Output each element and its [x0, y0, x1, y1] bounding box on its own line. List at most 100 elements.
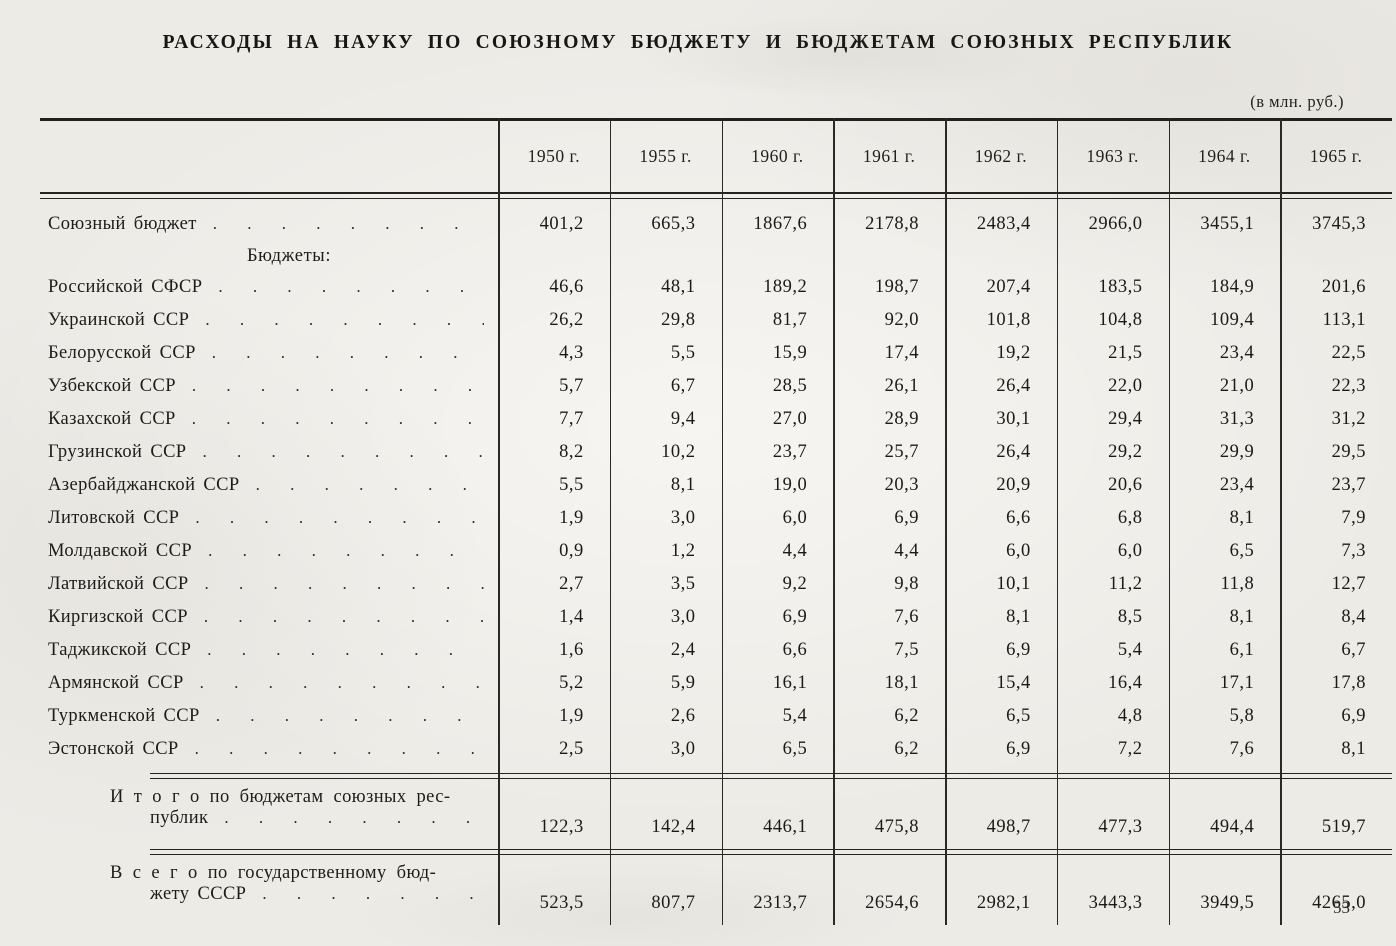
- value-cell: 6,7: [1341, 640, 1366, 660]
- column-separator-line: [721, 118, 724, 925]
- column-separator-line: [833, 118, 835, 925]
- total-label-cell: В с е г о по государственному бюд-жету С…: [40, 855, 498, 925]
- value-cell: 20,9: [996, 475, 1031, 495]
- row-label: Молдавской ССР: [48, 541, 193, 561]
- value-cell: 198,7: [874, 277, 919, 297]
- dot-leader: [205, 310, 484, 331]
- value-cell: 2,6: [670, 706, 696, 726]
- value-cell: 109,4: [1210, 310, 1255, 330]
- value-cell: 28,5: [772, 376, 808, 396]
- value-cell: 1,9: [559, 706, 584, 726]
- row-label: Украинской ССР: [48, 310, 190, 330]
- value-cell: 8,4: [1341, 607, 1366, 627]
- value-cell: 8,1: [1229, 607, 1255, 627]
- total-label-line2: публик: [110, 808, 498, 829]
- dot-leader: [262, 884, 484, 905]
- year-header-cell: 1961 г.: [862, 146, 916, 166]
- row-label-cell: Узбекской ССР: [40, 376, 498, 397]
- row-label-cell: Литовской ССР: [40, 508, 498, 529]
- row-label-cell: Киргизской ССР: [40, 607, 498, 628]
- value-cell: 5,8: [1229, 706, 1255, 726]
- value-cell: 30,1: [996, 409, 1031, 429]
- table-row: Киргизской ССР 1,4 3,0 6,9 7,6 8,1 8,5 8,1 8,4: [40, 601, 1392, 634]
- column-separator-line: [1168, 118, 1171, 925]
- table-row: Казахской ССР 7,7 9,4 27,0 28,9 30,1 29,4 31,3 3…: [40, 403, 1392, 436]
- value-cell: 4,8: [1117, 706, 1143, 726]
- year-header-cell: 1960 г.: [751, 146, 804, 166]
- row-label: Литовской ССР: [48, 508, 180, 528]
- row-label: Латвийской ССР: [48, 574, 189, 594]
- grand-total-separator-rule: [150, 849, 1392, 855]
- value-cell: 16,1: [772, 673, 808, 693]
- value-cell: 183,5: [1098, 277, 1143, 297]
- value-cell: 6,2: [894, 739, 919, 759]
- value-cell: 10,1: [996, 574, 1031, 594]
- value-cell: 2,5: [559, 739, 584, 759]
- dot-leader: [195, 739, 484, 760]
- column-separator-line: [1056, 118, 1059, 925]
- row-label: Узбекской ССР: [48, 376, 176, 396]
- value-cell: 31,2: [1331, 409, 1366, 429]
- value-cell: 6,6: [1006, 508, 1031, 528]
- value-cell: 7,9: [1341, 508, 1366, 528]
- table-row: Латвийской ССР 2,7 3,5 9,2 9,8 10,1 11,2 11,8 12…: [40, 568, 1392, 601]
- year-header-cell: 1962 г.: [974, 146, 1028, 166]
- dot-leader: [218, 277, 484, 298]
- dot-leader: [224, 808, 484, 829]
- value-cell: 523,5: [539, 893, 584, 913]
- budget-table: 1950 г. 1955 г. 1960 г. 1961 г. 1962 г. 1963 …: [40, 118, 1392, 925]
- value-cell: 28,9: [884, 409, 919, 429]
- value-cell: 11,2: [1108, 574, 1143, 594]
- value-cell: 19,0: [772, 475, 808, 495]
- page-number: 53: [1333, 898, 1350, 917]
- dot-leader: [200, 673, 484, 694]
- total-label-line2-text: жету СССР: [150, 884, 247, 904]
- value-cell: 46,6: [549, 277, 584, 297]
- table-row: Грузинской ССР 8,2 10,2 23,7 25,7 26,4 29,2 29,…: [40, 436, 1392, 469]
- row-label: Туркменской ССР: [48, 706, 200, 726]
- value-cell: 4,4: [894, 541, 919, 561]
- value-cell: 8,1: [1229, 508, 1255, 528]
- value-cell: 8,5: [1117, 607, 1143, 627]
- value-cell: 5,7: [559, 376, 584, 396]
- row-label-cell: Азербайджанской ССР: [40, 475, 498, 496]
- value-cell: 201,6: [1321, 277, 1366, 297]
- table-row: Союзный бюджет 401,2 665,3 1867,6 2178,8 2483…: [40, 208, 1392, 241]
- value-cell: 27,0: [772, 409, 808, 429]
- dot-leader: [192, 376, 484, 397]
- value-cell: 2982,1: [976, 893, 1031, 913]
- page-title: РАСХОДЫ НА НАУКУ ПО СОЮЗНОМУ БЮДЖЕТУ И Б…: [162, 32, 1234, 53]
- value-cell: 5,2: [559, 673, 584, 693]
- value-cell: 3443,3: [1088, 893, 1143, 913]
- row-label: Таджикской ССР: [48, 640, 192, 660]
- value-cell: 22,0: [1108, 376, 1143, 396]
- value-cell: 21,5: [1108, 343, 1143, 363]
- table-row: Армянской ССР 5,2 5,9 16,1 18,1 15,4 16,4 17,1 1…: [40, 667, 1392, 700]
- value-cell: 7,3: [1341, 541, 1366, 561]
- value-cell: 6,0: [1117, 541, 1143, 561]
- dot-leader: [195, 508, 484, 529]
- value-cell: 3,0: [670, 607, 696, 627]
- value-cell: 6,7: [670, 376, 696, 396]
- column-separator-line: [498, 118, 500, 925]
- value-cell: 29,8: [661, 310, 696, 330]
- value-cell: 4265,0: [1312, 893, 1366, 913]
- value-cell: 101,8: [986, 310, 1031, 330]
- value-cell: 23,4: [1219, 475, 1255, 495]
- row-label: Грузинской ССР: [48, 442, 187, 462]
- value-cell: 6,9: [782, 607, 808, 627]
- value-cell: 5,5: [559, 475, 584, 495]
- value-cell: 12,7: [1331, 574, 1366, 594]
- dot-leader: [192, 409, 484, 430]
- dot-leader: [256, 475, 484, 496]
- dot-leader: [212, 343, 484, 364]
- row-label: Союзный бюджет: [48, 214, 197, 234]
- value-cell: 6,9: [1006, 640, 1031, 660]
- year-header-cell: 1965 г.: [1309, 146, 1363, 166]
- value-cell: 92,0: [884, 310, 919, 330]
- units-note: (в млн. руб.): [1250, 92, 1344, 111]
- dot-leader: [205, 574, 484, 595]
- value-cell: 26,4: [996, 376, 1031, 396]
- value-cell: 3949,5: [1200, 893, 1255, 913]
- row-label-cell: Казахской ССР: [40, 409, 498, 430]
